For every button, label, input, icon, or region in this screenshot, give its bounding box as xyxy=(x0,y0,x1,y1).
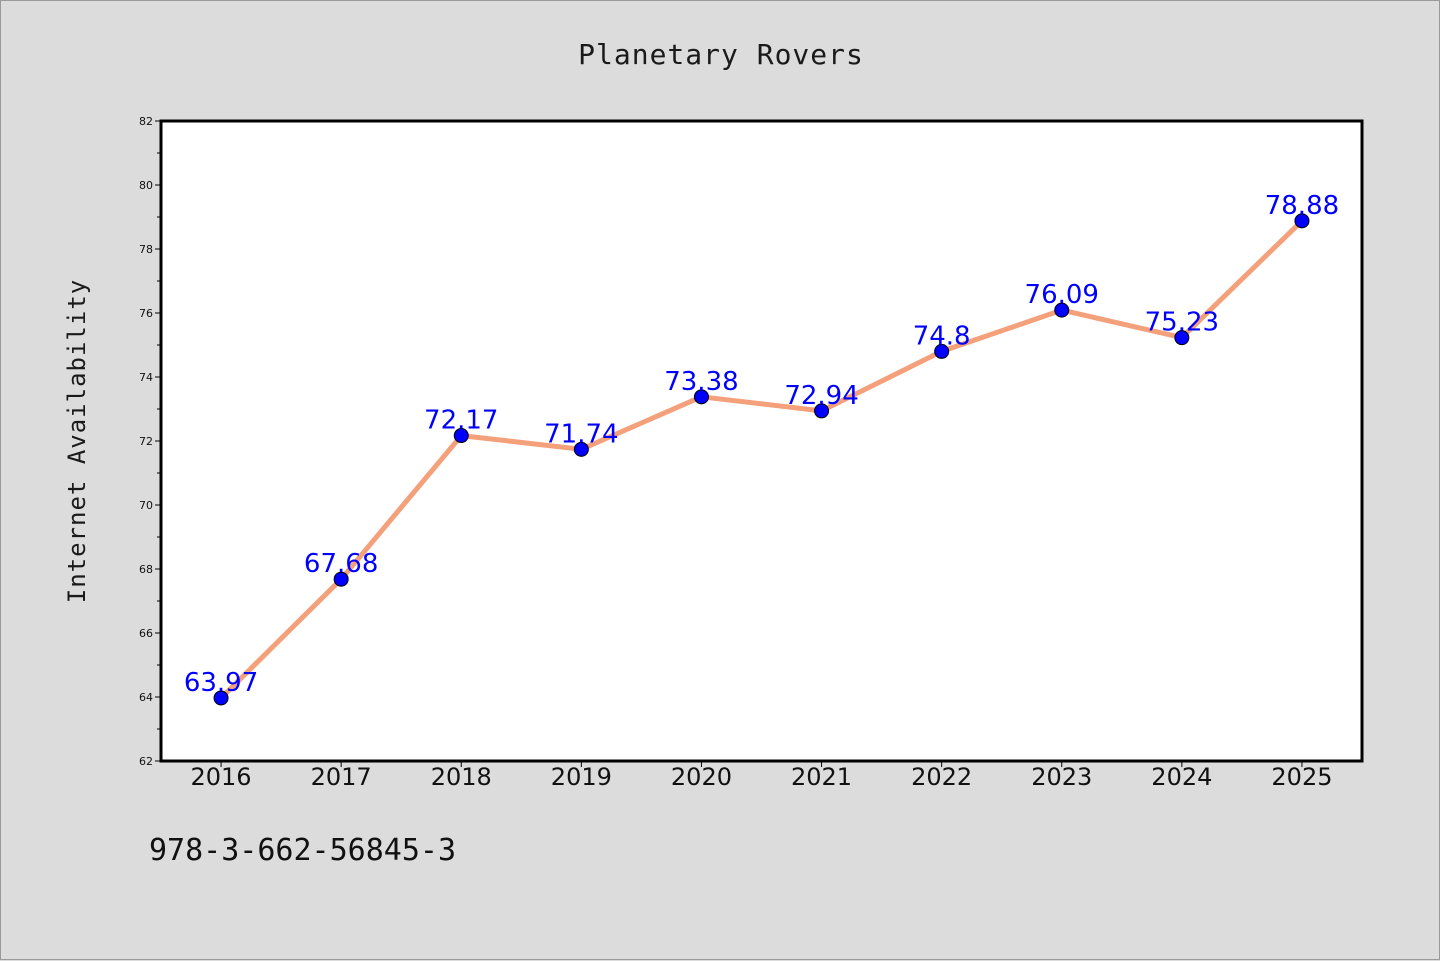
data-point xyxy=(453,428,469,444)
y-tick-label: 62 xyxy=(139,755,153,768)
data-point xyxy=(213,690,229,706)
y-tick-label: 76 xyxy=(139,307,153,320)
x-tick-label: 2024 xyxy=(1151,763,1212,791)
y-tick-label: 70 xyxy=(139,499,153,512)
data-label: 74.8 xyxy=(913,321,971,351)
y-tick-label: 82 xyxy=(139,115,153,128)
y-tick-label: 68 xyxy=(139,563,153,576)
data-label: 78.88 xyxy=(1265,191,1339,221)
x-tick-label: 2023 xyxy=(1031,763,1092,791)
x-tick-label: 2016 xyxy=(191,763,252,791)
data-point xyxy=(573,441,589,457)
x-axis: 2016 2017 2018 2019 2020 2021 2022 2023 2024 2025 xyxy=(191,761,1332,791)
x-tick-label: 2021 xyxy=(791,763,852,791)
data-point xyxy=(814,403,830,419)
y-tick-label: 78 xyxy=(139,243,153,256)
y-axis-label: Internet Availability xyxy=(63,279,91,603)
x-tick-label: 2017 xyxy=(311,763,372,791)
y-tick-label: 72 xyxy=(139,435,153,448)
data-label: 67.68 xyxy=(304,549,378,579)
data-label: 76.09 xyxy=(1025,280,1099,310)
data-label: 72.17 xyxy=(424,406,498,436)
x-tick-label: 2022 xyxy=(911,763,972,791)
data-label: 73.38 xyxy=(664,367,738,397)
chart-title: Planetary Rovers xyxy=(578,38,864,71)
y-axis: 62 64 66 68 70 72 74 76 78 80 82 xyxy=(139,115,161,768)
x-tick-label: 2025 xyxy=(1271,763,1332,791)
data-label: 71.74 xyxy=(544,419,618,449)
data-point xyxy=(934,343,950,359)
x-tick-label: 2020 xyxy=(671,763,732,791)
x-tick-label: 2019 xyxy=(551,763,612,791)
series-line xyxy=(218,218,1305,701)
y-tick-label: 80 xyxy=(139,179,153,192)
plot-area xyxy=(159,119,1364,763)
series-layer xyxy=(213,213,1310,706)
data-point xyxy=(1294,213,1310,229)
data-labels: 63.97 67.68 72.17 71.74 73.38 72.94 74.8 76.09 7… xyxy=(184,191,1339,698)
data-label: 72.94 xyxy=(784,381,858,411)
y-tick-label: 64 xyxy=(139,691,153,704)
data-label: 63.97 xyxy=(184,668,258,698)
isbn-code: 978-3-662-56845-3 xyxy=(149,833,457,868)
data-point xyxy=(1174,330,1190,346)
y-tick-label: 74 xyxy=(139,371,153,384)
data-point xyxy=(333,571,349,587)
data-label: 75.23 xyxy=(1145,308,1219,338)
x-tick-label: 2018 xyxy=(431,763,492,791)
data-point xyxy=(693,389,709,405)
data-point xyxy=(1054,302,1070,318)
y-tick-label: 66 xyxy=(139,627,153,640)
